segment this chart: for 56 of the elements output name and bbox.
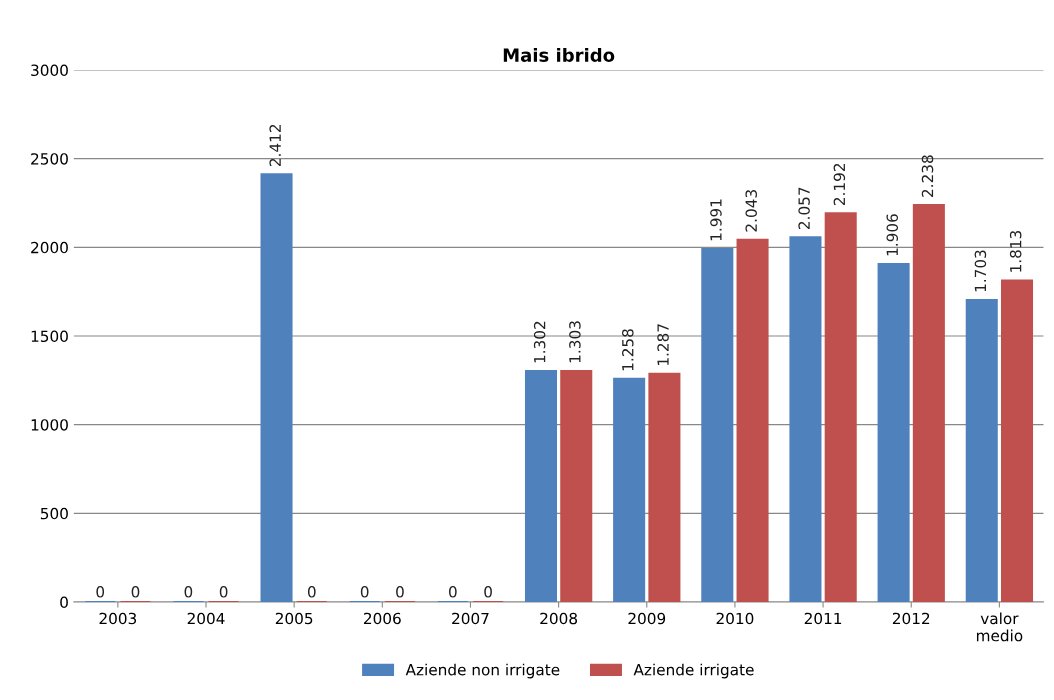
data-label: 0 [360, 586, 369, 598]
data-label: 2.043 [745, 190, 757, 232]
bar [260, 173, 293, 602]
data-label: 1.302 [533, 321, 546, 363]
data-label: 0 [448, 586, 457, 598]
x-tick-label: 2010 [716, 612, 754, 625]
bar [613, 377, 646, 602]
data-label: 0 [96, 586, 105, 598]
bar [1000, 279, 1034, 602]
bar [524, 370, 558, 602]
bar [736, 238, 769, 602]
bar [877, 262, 910, 602]
data-label: 0 [307, 586, 316, 598]
data-label: 1.703 [974, 250, 987, 292]
data-label: 2.057 [798, 187, 810, 230]
x-tick-label: 2004 [187, 612, 225, 625]
bar [701, 247, 734, 602]
bar [560, 369, 593, 602]
x-tick-label: 2012 [892, 612, 930, 625]
legend-label: Aziende non irrigate [405, 663, 560, 679]
data-label: 1.813 [1009, 230, 1022, 272]
data-label: 1.906 [886, 214, 899, 256]
data-label: 0 [484, 586, 492, 598]
data-label: 0 [219, 586, 228, 598]
y-tick-label: 3000 [31, 64, 68, 77]
x-tick-label: 2007 [452, 612, 489, 625]
y-tick-label: 0 [60, 596, 68, 609]
x-tick-label: valor medio [976, 612, 1023, 642]
x-tick-label: 2011 [804, 612, 842, 625]
x-tick-label: 2008 [540, 612, 578, 625]
y-tick-label: 1000 [31, 419, 68, 431]
bar [912, 204, 945, 602]
y-tick-label: 2000 [31, 241, 68, 254]
x-tick-label: 2009 [628, 612, 666, 625]
data-label: 1.258 [622, 329, 634, 371]
data-label: 1.287 [657, 324, 669, 365]
chart-title: Mais ibrido [503, 47, 615, 62]
data-label: 0 [184, 586, 193, 598]
bar [824, 212, 857, 602]
data-label: 1.303 [569, 321, 581, 363]
bar [965, 298, 998, 602]
x-tick-label: 2005 [275, 612, 313, 625]
y-tick-label: 500 [40, 507, 68, 520]
x-tick-label: 2006 [363, 612, 401, 625]
y-tick-label: 2500 [31, 153, 68, 165]
data-label: 2.238 [921, 155, 934, 197]
data-label: 2.412 [269, 124, 281, 167]
data-label: 0 [396, 586, 404, 598]
bar [789, 236, 822, 602]
x-tick-label: 2003 [99, 612, 137, 625]
y-tick-label: 1500 [31, 330, 68, 343]
data-label: 1.991 [710, 199, 722, 241]
bar [648, 372, 681, 602]
data-label: 2.192 [833, 163, 846, 206]
data-label: 0 [131, 586, 140, 598]
legend-label: Aziende irrigate [633, 663, 754, 679]
